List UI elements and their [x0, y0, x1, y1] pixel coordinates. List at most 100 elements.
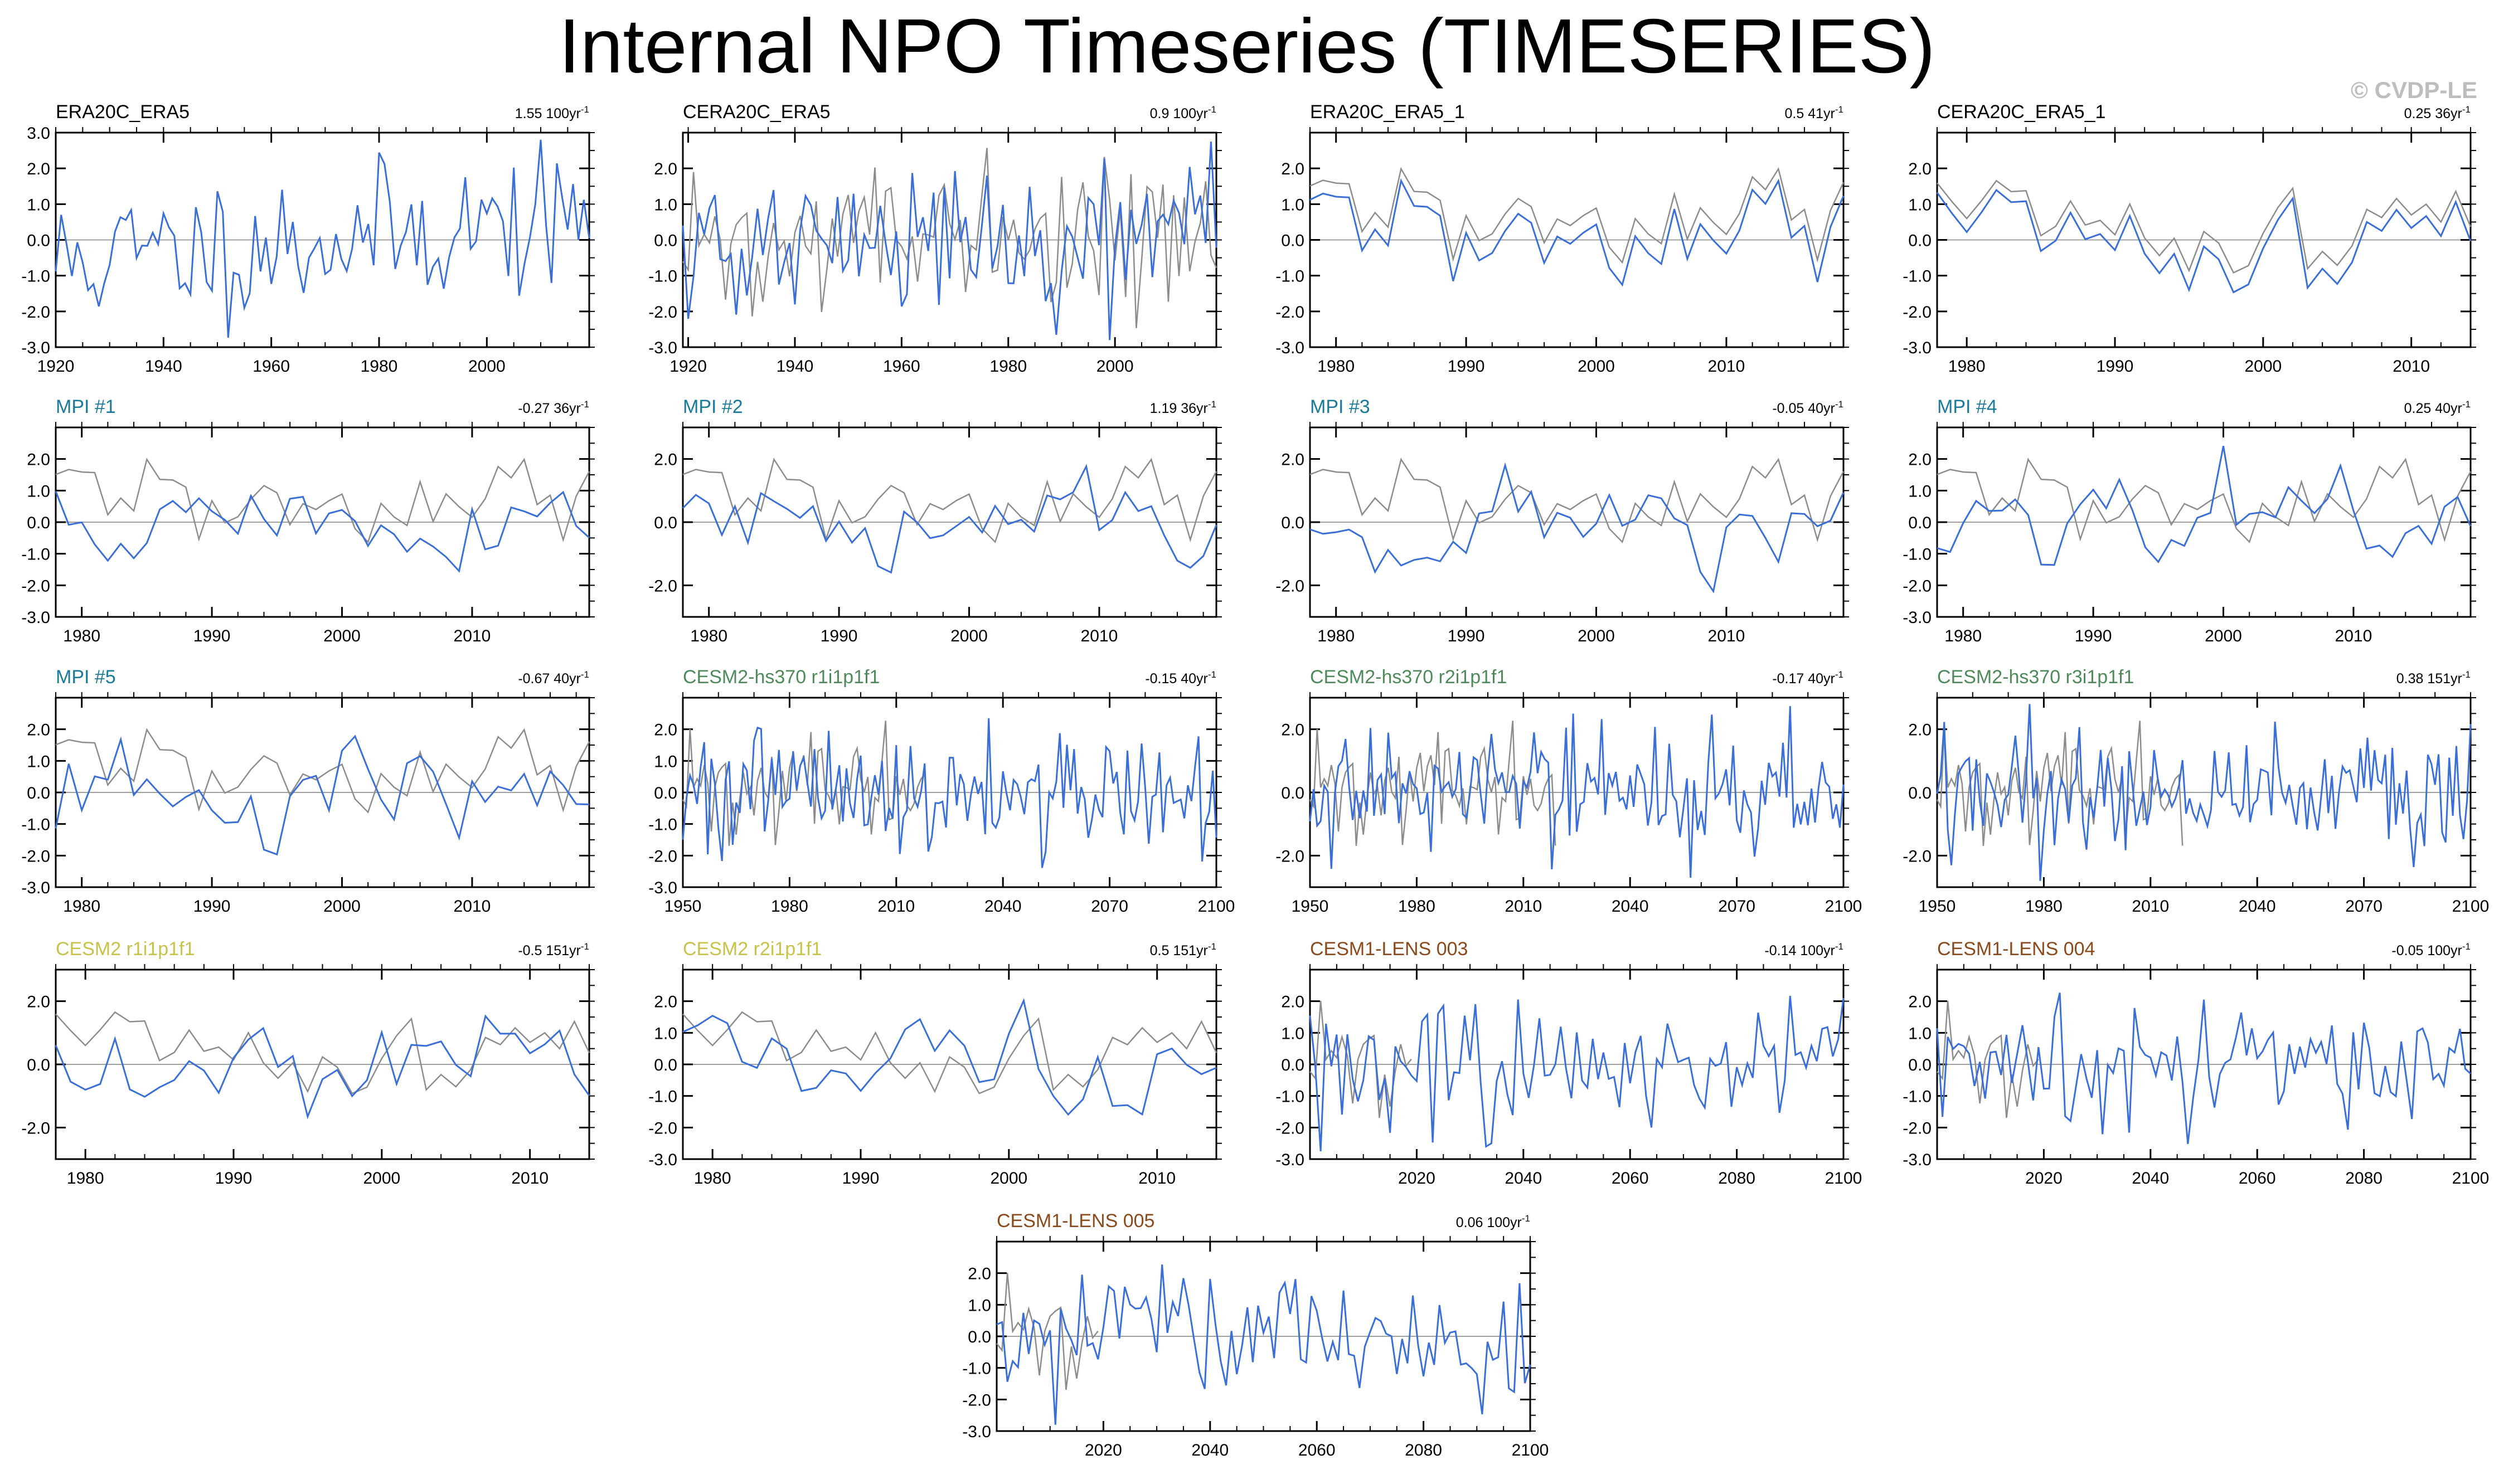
trend-label: -0.05 40yr-1: [1772, 399, 1843, 416]
panel-11: 2.0 0.0 -2.0 1950 1980 2010 2040 2070 2100 CESM2-…: [1275, 666, 1862, 916]
trend-label: -0.05 100yr-1: [2391, 941, 2471, 958]
y-tick-label: 0.0: [968, 1328, 991, 1346]
x-tick-label: 1980: [2025, 897, 2063, 916]
x-tick-label: 2020: [1398, 1169, 1435, 1188]
panel-title: CESM1-LENS 004: [1937, 938, 2095, 960]
y-tick-label: 1.0: [27, 482, 50, 500]
obs-series-line: [1937, 458, 2472, 543]
y-tick-label: 0.0: [1908, 514, 1932, 532]
panel-title: CESM1-LENS 003: [1310, 938, 1468, 960]
x-tick-label: 2010: [2393, 357, 2430, 376]
y-tick-label: -2.0: [1903, 847, 1932, 865]
x-tick-label: 2000: [950, 627, 988, 645]
y-tick-label: -2.0: [21, 1119, 50, 1137]
x-tick-label: 1940: [777, 357, 814, 376]
x-tick-label: 2060: [1612, 1169, 1649, 1188]
x-tick-label: 2010: [1081, 627, 1118, 645]
panel-title: MPI #5: [56, 666, 116, 688]
panel-16: 2.0 1.0 0.0 -1.0 -2.0 -3.0 2020 2040 2060 2080 210…: [1903, 938, 2489, 1188]
y-tick-label: 2.0: [1908, 160, 1932, 178]
y-tick-label: 2.0: [1281, 160, 1304, 178]
panel-12: 2.0 0.0 -2.0 1950 1980 2010 2040 2070 2100 CESM2-…: [1903, 666, 2489, 916]
y-tick-label: -2.0: [1903, 577, 1932, 595]
x-tick-label: 2010: [877, 897, 915, 916]
trend-label: 0.06 100yr-1: [1456, 1213, 1530, 1230]
trend-label: -0.14 100yr-1: [1764, 941, 1843, 958]
y-tick-label: 0.0: [654, 784, 677, 802]
y-tick-label: -1.0: [1903, 267, 1932, 286]
obs-series-line: [1937, 179, 2472, 274]
x-tick-label: 1950: [1292, 897, 1329, 916]
x-tick-label: 1980: [63, 627, 100, 645]
y-tick-label: 3.0: [27, 124, 50, 143]
y-tick-label: -1.0: [648, 267, 677, 286]
x-tick-label: 1920: [669, 357, 707, 376]
x-tick-label: 2080: [2345, 1169, 2383, 1188]
obs-series-line: [55, 458, 590, 543]
trend-label: -0.5 151yr-1: [518, 941, 589, 958]
panel-title: ERA20C_ERA5: [56, 101, 190, 123]
y-tick-label: 2.0: [654, 160, 677, 178]
x-tick-label: 1980: [1317, 357, 1355, 376]
x-tick-label: 2000: [2244, 357, 2282, 376]
panel-title: CESM2-hs370 r2i1p1f1: [1310, 666, 1507, 688]
y-tick-label: -2.0: [21, 303, 50, 322]
x-tick-label: 2100: [1825, 897, 1862, 916]
trend-label: 1.19 36yr-1: [1150, 399, 1216, 416]
obs-series-line: [1309, 721, 1556, 846]
panel-title: MPI #3: [1310, 396, 1370, 417]
x-tick-label: 2100: [1198, 897, 1235, 916]
panel-7: 2.0 0.0 -2.0 1980 1990 2000 2010 MPI #3 -0.05 40…: [1275, 396, 1849, 645]
y-tick-label: 2.0: [27, 451, 50, 469]
x-tick-label: 1950: [664, 897, 702, 916]
panel-title: CESM2 r2i1p1f1: [683, 938, 822, 960]
x-tick-label: 2000: [323, 897, 361, 916]
y-tick-label: 2.0: [1281, 993, 1304, 1011]
y-tick-label: 2.0: [27, 721, 50, 739]
panel-title: CESM1-LENS 005: [997, 1210, 1154, 1232]
y-tick-label: -3.0: [648, 879, 677, 897]
panel-title: MPI #1: [56, 396, 116, 417]
y-tick-label: 0.0: [654, 514, 677, 532]
y-tick-label: -2.0: [1903, 1119, 1932, 1137]
y-tick-label: -1.0: [648, 1088, 677, 1106]
trend-label: 0.25 36yr-1: [2404, 104, 2471, 121]
y-tick-label: -2.0: [962, 1391, 991, 1409]
x-tick-label: 1980: [63, 897, 100, 916]
y-tick-label: -1.0: [962, 1360, 991, 1378]
y-tick-label: -3.0: [1903, 339, 1932, 357]
y-tick-label: 0.0: [1281, 784, 1304, 802]
member-series-line: [55, 490, 590, 573]
x-tick-label: 1990: [2075, 627, 2112, 645]
x-tick-label: 1960: [253, 357, 290, 376]
trend-label: 1.55 100yr-1: [515, 104, 589, 121]
y-tick-label: -2.0: [21, 847, 50, 865]
y-tick-label: 1.0: [654, 752, 677, 771]
y-tick-label: -3.0: [648, 1151, 677, 1169]
obs-series-line: [682, 721, 929, 846]
y-tick-label: -3.0: [21, 609, 50, 627]
y-tick-label: -1.0: [648, 816, 677, 834]
y-tick-label: 2.0: [654, 993, 677, 1011]
y-tick-label: -1.0: [21, 267, 50, 286]
panel-5: 2.0 1.0 0.0 -1.0 -2.0 -3.0 1980 1990 2000 2010 MPI…: [21, 396, 595, 645]
main-title: Internal NPO Timeseries (TIMESERIES): [559, 3, 1935, 89]
x-tick-label: 2020: [1085, 1441, 1122, 1459]
member-series-line: [1309, 995, 1845, 1151]
panel-6: 2.0 0.0 -2.0 1980 1990 2000 2010 MPI #2 1.19 36y…: [648, 396, 1222, 645]
y-tick-label: 1.0: [654, 196, 677, 214]
x-tick-label: 2040: [1505, 1169, 1542, 1188]
y-tick-label: 2.0: [1281, 451, 1304, 469]
panel-title: CERA20C_ERA5: [683, 101, 831, 123]
y-tick-label: -2.0: [1275, 1119, 1304, 1137]
x-tick-label: 1980: [1944, 627, 1982, 645]
x-tick-label: 1990: [2097, 357, 2134, 376]
x-tick-label: 1980: [694, 1169, 731, 1188]
y-tick-label: 1.0: [1908, 482, 1932, 500]
x-tick-label: 2010: [1708, 627, 1745, 645]
y-tick-label: -1.0: [1903, 1088, 1932, 1106]
y-tick-label: -2.0: [648, 577, 677, 595]
y-tick-label: -2.0: [648, 303, 677, 322]
trend-label: 0.5 151yr-1: [1150, 941, 1216, 958]
